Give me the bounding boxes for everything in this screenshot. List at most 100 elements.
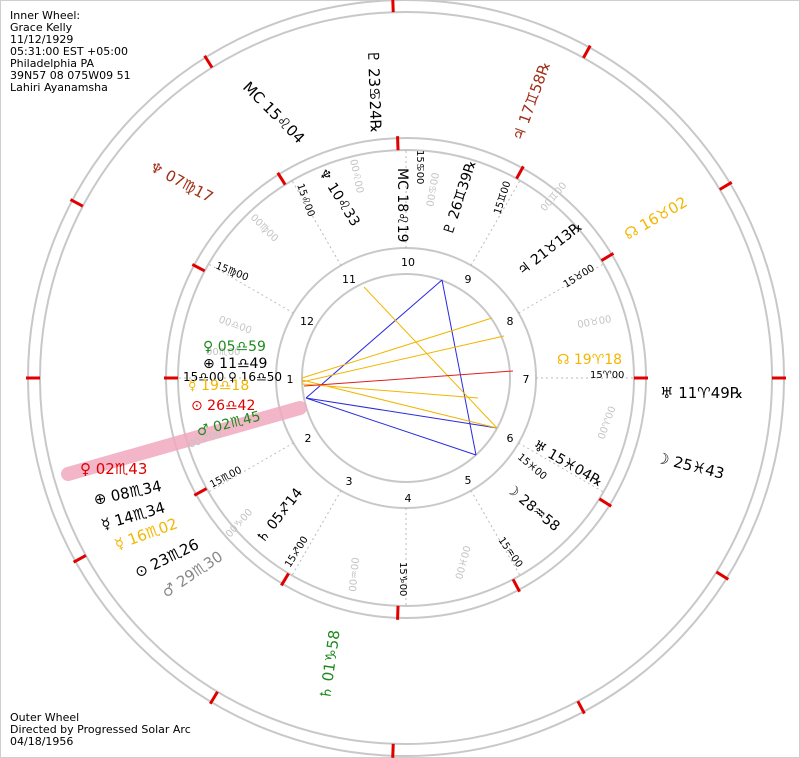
cusp-ticks: [26, 0, 786, 758]
house-number: 8: [507, 315, 514, 328]
cusp-label: 15♋00: [414, 150, 425, 184]
planet-jupiter-outer: ♃ 17♊58℞: [509, 59, 554, 143]
planet-mc-outer: MC 15♌04: [239, 78, 308, 147]
cusp-tick: [598, 497, 613, 508]
planet-venus-outer: ♀ 02♏43: [80, 460, 147, 478]
planet-uranus-inner: ♅ 15♓04℞: [530, 438, 605, 491]
info-line: 11/12/1929: [10, 33, 74, 46]
outer-ring-1: [27, 0, 785, 757]
info-line: 05:31:00 EST +05:00: [10, 45, 128, 58]
house-divider: [208, 263, 294, 314]
house-number: 11: [342, 273, 356, 286]
cusp-tick: [191, 263, 206, 273]
house-divider-lines: [178, 150, 634, 606]
planet-mc-inner: MC 18♌19: [394, 168, 410, 242]
info-line: Philadelphia PA: [10, 57, 94, 70]
cusp-tick: [582, 44, 592, 59]
faint-label: 00♏00: [206, 347, 240, 358]
cusp-tick: [69, 198, 84, 208]
house-number: 4: [405, 492, 412, 505]
aspect-line: [301, 383, 479, 399]
planet-pluto-outer: ♇ 23♋24℞: [364, 50, 385, 134]
cusp-label: 15♍00: [214, 261, 250, 284]
cusp-tick: [276, 171, 287, 186]
house-number: 7: [523, 373, 530, 386]
house-divider: [470, 490, 521, 576]
aspect-lines: [301, 279, 514, 456]
planet-jupiter-inner: ♃ 21♉13℞: [515, 219, 586, 279]
inner-ring-2: [301, 273, 511, 483]
aspect-line: [303, 370, 514, 387]
cusp-label: 15♈00: [590, 370, 624, 381]
house-number: 2: [305, 432, 312, 445]
planet-node-inner: ☊ 19♈18: [557, 352, 622, 368]
info-line: Inner Wheel:: [10, 9, 81, 22]
house-number: 10: [401, 256, 415, 269]
info-line: Grace Kelly: [10, 21, 73, 34]
cusp-tick: [208, 690, 219, 705]
cusp-tick: [193, 487, 208, 497]
house-number: 9: [465, 273, 472, 286]
house-divider: [470, 180, 521, 266]
aspect-line: [441, 279, 477, 456]
aspect-line: [305, 279, 443, 399]
aspect-line: [305, 397, 477, 456]
cusp-label: 15♊00: [492, 180, 513, 216]
planet-pluto-inner: ♇ 26♊39℞: [441, 158, 480, 237]
cusp-label: 15♉00: [562, 263, 597, 291]
outer-wheel-info: Outer Wheel Directed by Progressed Solar…: [10, 712, 191, 748]
inner-planets: ♀ 05♎59 ⊕ 11♎49 15♎00 ♀ 16♎50 ☿ 19♎18 ⊙ …: [183, 158, 622, 546]
planet-moon-outer: ☽ 25♓43: [654, 448, 726, 482]
planet-earth-inner: ⊕ 11♎49: [203, 356, 267, 372]
aspect-line: [305, 397, 498, 429]
info-line: Outer Wheel: [10, 711, 80, 724]
planet-ascendant-inner: 15♎00 ♀ 16♎50: [183, 370, 282, 384]
house-divider: [208, 442, 294, 493]
planet-uranus-outer: ♅ 11♈49℞: [660, 384, 743, 402]
info-line: Directed by Progressed Solar Arc: [10, 723, 191, 736]
planet-saturn-outer: ♄ 01♑58: [316, 629, 344, 701]
cusp-tick: [600, 252, 615, 262]
planet-node-outer: ☊ 16♉02: [621, 193, 690, 243]
cusp-tick: [718, 180, 733, 191]
faint-label: 00♈00: [596, 405, 618, 441]
aspect-line: [301, 335, 505, 383]
planet-venus-inner: ♀ 05♎59: [203, 339, 266, 355]
house-number: 12: [300, 315, 314, 328]
house-number: 6: [507, 432, 514, 445]
house-divider: [291, 490, 342, 576]
house-divider: [518, 442, 604, 493]
aspect-line: [301, 379, 498, 429]
planet-neptune-outer: ♆ 07♍17: [146, 158, 216, 207]
info-line: 04/18/1956: [10, 735, 74, 748]
cusp-tick: [203, 54, 214, 69]
house-divider: [518, 263, 604, 314]
faint-label: 00♓00: [454, 545, 474, 581]
cusp-label: 15♏00: [208, 465, 244, 491]
cusp-label: 15♒00: [496, 535, 525, 570]
faint-label: 00♉00: [577, 314, 613, 331]
aspect-line: [301, 317, 493, 379]
planet-saturn-inner: ♄ 05♐14: [254, 485, 307, 546]
planet-sun-inner: ⊙ 26♎42: [191, 398, 255, 414]
house-number: 3: [346, 475, 353, 488]
highlight-band: [61, 401, 307, 481]
faint-label: 00♍00: [248, 212, 280, 244]
faint-label: 00♌00: [347, 158, 365, 194]
cusp-tick: [72, 554, 87, 564]
cusp-tick: [511, 578, 521, 593]
outer-planets: MC 15♌04 ♇ 23♋24℞ ♃ 17♊58℞ ♆ 07♍17 ☊ 16♉…: [80, 50, 743, 701]
cusp-label: 15♌00: [294, 182, 316, 218]
house-divider: [291, 180, 342, 266]
planet-uranus-node-inner: ☿ 19♎18: [188, 378, 249, 394]
house-numbers: 1 2 3 4 5 6 7 8 9 10 11 12: [287, 256, 530, 505]
aspect-line: [363, 286, 498, 429]
faint-label: 00♎00: [217, 314, 253, 336]
cusp-label: 15♑00: [397, 562, 408, 596]
cusp-tick: [280, 572, 290, 587]
faint-label: 00♒00: [348, 557, 362, 592]
house-number: 1: [287, 373, 294, 386]
cusp-label: 15♐00: [283, 535, 311, 570]
inner-ring-1: [275, 247, 537, 509]
